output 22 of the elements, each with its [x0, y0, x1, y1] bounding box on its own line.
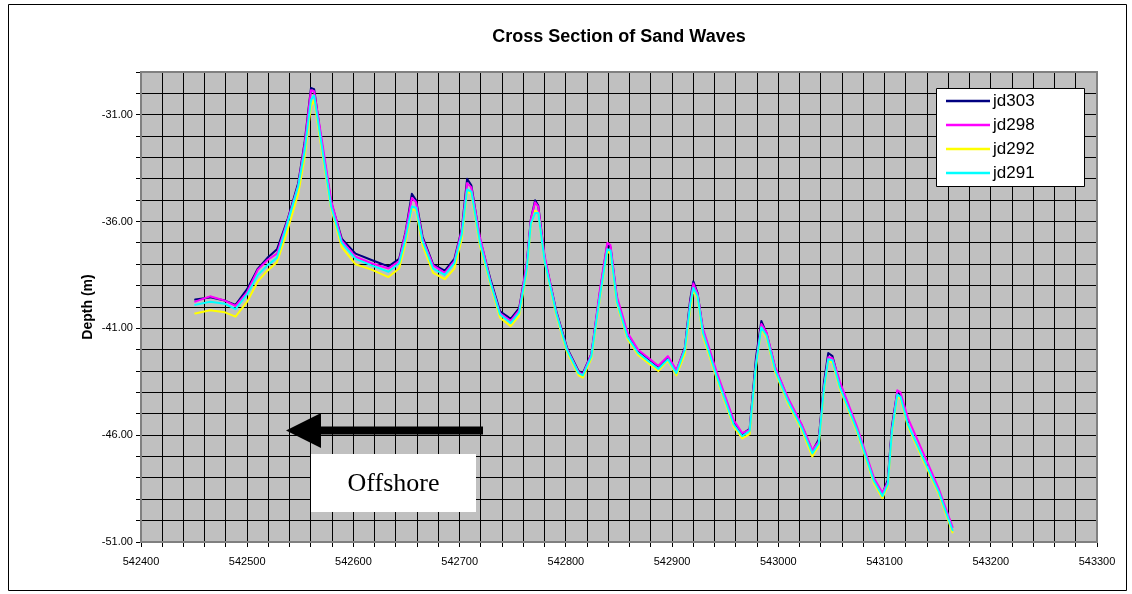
x-tick-label: 542700	[441, 554, 479, 567]
x-tick-label: 542400	[122, 554, 160, 567]
x-tick-label: 542600	[335, 554, 372, 567]
x-tick-label: 543200	[972, 554, 1010, 567]
x-tick-label: 542800	[547, 554, 585, 567]
legend-label: jd303	[992, 90, 1035, 110]
chart-title: Cross Section of Sand Waves	[492, 25, 746, 46]
legend-label: jd298	[992, 114, 1035, 134]
y-tick-label: -31.00	[101, 107, 133, 120]
y-axis-title: Depth (m)	[78, 274, 95, 340]
y-tick-label: -46.00	[101, 428, 133, 441]
y-tick-label: -36.00	[101, 214, 133, 227]
x-tick-label: 543300	[1078, 554, 1116, 567]
x-tick-label: 543100	[866, 554, 903, 567]
legend-label: jd291	[992, 162, 1035, 182]
annotation: Offshore	[311, 454, 476, 512]
legend-label: jd292	[992, 138, 1035, 158]
x-tick-label: 542900	[653, 554, 691, 567]
y-tick-label: -41.00	[101, 321, 133, 334]
y-tick-label: -51.00	[101, 535, 133, 548]
x-tick-label: 543000	[759, 554, 797, 567]
x-tick-label: 542500	[228, 554, 266, 567]
